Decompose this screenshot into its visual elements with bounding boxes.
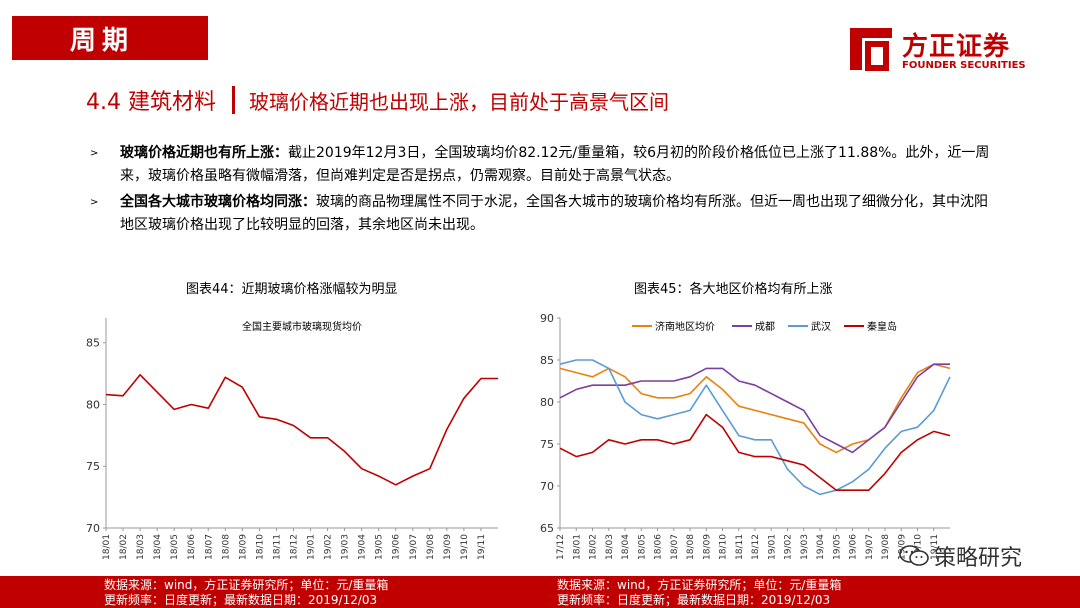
bullet-arrow-icon: > xyxy=(90,148,99,159)
chart-right-caption: 图表45：各大地区价格均有所上涨 xyxy=(634,282,833,297)
legend-label: 武汉 xyxy=(811,320,831,333)
bullet-heading: 全国各大城市玻璃价格均同涨： xyxy=(120,194,316,210)
y-tick-label: 70 xyxy=(86,522,100,535)
y-tick-label: 85 xyxy=(540,354,554,367)
title-text: 玻璃价格近期也出现上涨，目前处于高景气区间 xyxy=(248,89,669,114)
bullet-text: 截止2019年12月3日，全国玻璃均价82.12元/重量箱，较6月初的阶段价格低… xyxy=(120,145,990,184)
footer-right-update: 更新频率：日度更新；最新数据日期：2019/12/03 xyxy=(557,593,831,607)
x-tick-label: 19/04 xyxy=(358,534,368,560)
y-tick-label: 75 xyxy=(86,460,100,473)
x-tick-label: 18/09 xyxy=(702,534,712,560)
x-tick-label: 19/07 xyxy=(865,534,875,560)
chart-left: 70 75 80 85 18/01 18/02 18/03 18/04 18/05 18/06 18… xyxy=(86,318,498,560)
x-tick-label: 18/03 xyxy=(605,534,615,560)
bullet-heading: 玻璃价格近期也有所上涨： xyxy=(120,145,288,161)
x-tick-label: 19/03 xyxy=(800,534,810,560)
watermark-text: 策略研究 xyxy=(934,546,1023,571)
x-tick-label: 18/12 xyxy=(289,534,299,560)
x-tick-label: 18/07 xyxy=(670,534,680,560)
x-tick-label: 19/04 xyxy=(816,534,826,560)
x-tick-label: 18/10 xyxy=(719,534,729,560)
x-tick-label: 18/08 xyxy=(686,534,696,560)
x-tick-label: 19/01 xyxy=(767,534,777,560)
x-tick-label: 18/12 xyxy=(751,534,761,560)
y-tick-label: 70 xyxy=(540,480,554,493)
wechat-icon xyxy=(899,545,929,566)
x-tick-label: 19/09 xyxy=(897,534,907,560)
x-tick-label: 18/05 xyxy=(170,534,180,560)
bullet-list: > 玻璃价格近期也有所上涨：截止2019年12月3日，全国玻璃均价82.12元/… xyxy=(90,142,990,240)
x-tick-label: 19/01 xyxy=(307,534,317,560)
bullet-item: > 玻璃价格近期也有所上涨：截止2019年12月3日，全国玻璃均价82.12元/… xyxy=(90,142,990,188)
footer-bar: 数据来源：wind，方正证券研究所；单位：元/重量箱 更新频率：日度更新；最新数… xyxy=(0,576,1080,608)
watermark: 策略研究 xyxy=(898,540,1022,572)
x-tick-label: 19/02 xyxy=(324,534,334,560)
x-tick-label: 17/12 xyxy=(556,534,566,560)
section-tag: 周期 xyxy=(12,16,208,60)
x-tick-label: 18/07 xyxy=(204,534,214,560)
x-tick-label: 18/03 xyxy=(136,534,146,560)
y-tick-label: 80 xyxy=(86,398,100,411)
chart-left-caption: 图表44：近期玻璃价格涨幅较为明显 xyxy=(186,282,398,297)
title-divider xyxy=(231,86,235,114)
x-tick-label: 18/04 xyxy=(621,534,631,560)
legend-label: 济南地区均价 xyxy=(655,320,715,333)
x-tick-label: 18/01 xyxy=(572,534,582,560)
footer-left-source: 数据来源：wind，方正证券研究所；单位：元/重量箱 xyxy=(104,578,389,592)
x-tick-label: 18/08 xyxy=(221,534,231,560)
x-tick-label: 18/02 xyxy=(119,534,129,560)
footer-left-update: 更新频率：日度更新；最新数据日期：2019/12/03 xyxy=(104,593,378,607)
x-tick-label: 18/06 xyxy=(187,534,197,560)
x-tick-label: 19/06 xyxy=(392,534,402,560)
y-tick-label: 80 xyxy=(540,396,554,409)
x-tick-label: 18/04 xyxy=(153,534,163,560)
footer-right-source: 数据来源：wind，方正证券研究所；单位：元/重量箱 xyxy=(557,578,842,592)
x-tick-label: 19/10 xyxy=(460,534,470,560)
x-tick-label: 19/02 xyxy=(784,534,794,560)
x-tick-label: 19/09 xyxy=(443,534,453,560)
x-tick-label: 18/11 xyxy=(735,534,745,560)
series-line xyxy=(105,373,498,486)
x-tick-label: 19/06 xyxy=(849,534,859,560)
x-tick-label: 19/10 xyxy=(914,534,924,560)
chart-right: 65 70 75 80 85 90 17/12 18/01 18/02 18/03 18/04 18/… xyxy=(540,312,951,560)
x-tick-label: 19/11 xyxy=(930,534,940,560)
x-tick-label: 19/11 xyxy=(477,534,487,560)
x-tick-label: 18/09 xyxy=(238,534,248,560)
x-tick-label: 19/08 xyxy=(426,534,436,560)
title-section-number: 4.4 建筑材料 xyxy=(86,90,216,115)
x-tick-label: 19/03 xyxy=(341,534,351,560)
bullet-text: 玻璃的商品物理属性不同于水泥，全国各大城市的玻璃价格均有所涨。但近一周也出现了细… xyxy=(120,194,988,233)
legend-label: 成都 xyxy=(755,321,775,333)
x-tick-label: 18/10 xyxy=(255,534,265,560)
y-tick-label: 75 xyxy=(540,438,554,451)
bullet-arrow-icon: > xyxy=(90,197,99,208)
x-tick-label: 19/08 xyxy=(881,534,891,560)
y-tick-label: 90 xyxy=(540,312,554,325)
x-tick-label: 19/05 xyxy=(375,534,385,560)
x-tick-label: 18/06 xyxy=(654,534,664,560)
x-tick-label: 19/05 xyxy=(832,534,842,560)
x-tick-label: 19/07 xyxy=(409,534,419,560)
series-line xyxy=(559,363,950,454)
company-logo: 方正证券 FOUNDER SECURITIES xyxy=(846,20,1046,78)
legend-label: 秦皇岛 xyxy=(867,320,897,333)
logo-en: FOUNDER SECURITIES xyxy=(902,60,1026,71)
y-tick-label: 85 xyxy=(86,337,100,350)
page-title: 4.4 建筑材料 玻璃价格近期也出现上涨，目前处于高景气区间 xyxy=(86,84,669,116)
founder-logo-icon xyxy=(850,28,892,71)
y-tick-label: 65 xyxy=(540,522,554,535)
chart-inner-title: 全国主要城市玻璃现货均价 xyxy=(242,320,362,333)
bullet-item: > 全国各大城市玻璃价格均同涨：玻璃的商品物理属性不同于水泥，全国各大城市的玻璃… xyxy=(90,191,990,237)
logo-cn: 方正证券 xyxy=(902,32,1011,62)
series-line xyxy=(559,413,951,492)
x-tick-label: 18/05 xyxy=(637,534,647,560)
x-tick-label: 18/02 xyxy=(589,534,599,560)
x-tick-label: 18/11 xyxy=(272,534,282,560)
series-line xyxy=(559,359,951,496)
x-tick-label: 18/01 xyxy=(102,534,112,560)
